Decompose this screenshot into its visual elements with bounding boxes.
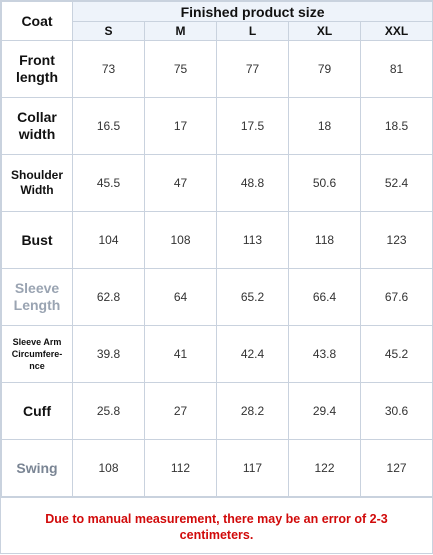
table-cell: 62.8: [72, 268, 145, 326]
table-cell: 75: [144, 40, 217, 98]
row-label-collar-width: Collar width: [1, 97, 73, 155]
table-cell: 17: [144, 97, 217, 155]
table-cell: 123: [359, 211, 433, 269]
row-label-cuff: Cuff: [1, 382, 73, 440]
table-cell: 45.2: [359, 325, 433, 383]
size-header-xxl: XXL: [359, 21, 433, 41]
table-cell: 104: [72, 211, 145, 269]
table-cell: 127: [359, 439, 433, 497]
table-cell: 43.8: [288, 325, 361, 383]
table-cell: 73: [72, 40, 145, 98]
row-label-front-length: Front length: [1, 40, 73, 98]
table-cell: 65.2: [216, 268, 289, 326]
table-cell: 113: [216, 211, 289, 269]
table-cell: 77: [216, 40, 289, 98]
table-cell: 81: [359, 40, 433, 98]
table-row: Sleeve Arm Circumfere-nce 39.8 41 42.4 43…: [1, 325, 433, 383]
row-label-sleeve-length: Sleeve Length: [1, 268, 73, 326]
table-cell: 122: [288, 439, 361, 497]
size-header-s: S: [72, 21, 145, 41]
table-row: Cuff 25.8 27 28.2 29.4 30.6: [1, 382, 433, 440]
table-row: Collar width 16.5 17 17.5 18 18.5: [1, 97, 433, 155]
table-cell: 29.4: [288, 382, 361, 440]
table-cell: 28.2: [216, 382, 289, 440]
table-cell: 112: [144, 439, 217, 497]
table-cell: 64: [144, 268, 217, 326]
table-cell: 52.4: [359, 154, 433, 212]
table-cell: 27: [144, 382, 217, 440]
table-cell: 50.6: [288, 154, 361, 212]
table-cell: 67.6: [359, 268, 433, 326]
table-row: Sleeve Length 62.8 64 65.2 66.4 67.6: [1, 268, 433, 326]
table-cell: 25.8: [72, 382, 145, 440]
table-cell: 79: [288, 40, 361, 98]
table-cell: 18: [288, 97, 361, 155]
row-label-shoulder-width: Shoulder Width: [1, 154, 73, 212]
table-cell: 16.5: [72, 97, 145, 155]
table-cell: 39.8: [72, 325, 145, 383]
table-row: Swing 108 112 117 122 127: [1, 439, 433, 497]
size-table: Coat Finished product size S M L XL XXL …: [1, 1, 433, 497]
group-header: Finished product size: [71, 1, 433, 22]
size-header-m: M: [144, 21, 217, 41]
table-cell: 108: [72, 439, 145, 497]
table-cell: 45.5: [72, 154, 145, 212]
row-label-sleeve-arm-circumference: Sleeve Arm Circumfere-nce: [1, 325, 73, 383]
table-cell: 17.5: [216, 97, 289, 155]
size-header-xl: XL: [288, 21, 361, 41]
table-row: Shoulder Width 45.5 47 48.8 50.6 52.4: [1, 154, 433, 212]
table-cell: 48.8: [216, 154, 289, 212]
row-label-swing: Swing: [1, 439, 73, 497]
row-label-bust: Bust: [1, 211, 73, 269]
table-row: Bust 104 108 113 118 123: [1, 211, 433, 269]
table-row: Front length 73 75 77 79 81: [1, 40, 433, 98]
table-cell: 66.4: [288, 268, 361, 326]
note-text: Due to manual measurement, there may be …: [45, 511, 388, 542]
table-cell: 118: [288, 211, 361, 269]
table-cell: 41: [144, 325, 217, 383]
table-cell: 42.4: [216, 325, 289, 383]
size-header-l: L: [216, 21, 289, 41]
table-cell: 117: [216, 439, 289, 497]
table-cell: 47: [144, 154, 217, 212]
measurement-note: Due to manual measurement, there may be …: [1, 497, 432, 555]
table-cell: 108: [144, 211, 217, 269]
corner-label: Coat: [1, 1, 73, 41]
table-cell: 30.6: [359, 382, 433, 440]
table-cell: 18.5: [359, 97, 433, 155]
